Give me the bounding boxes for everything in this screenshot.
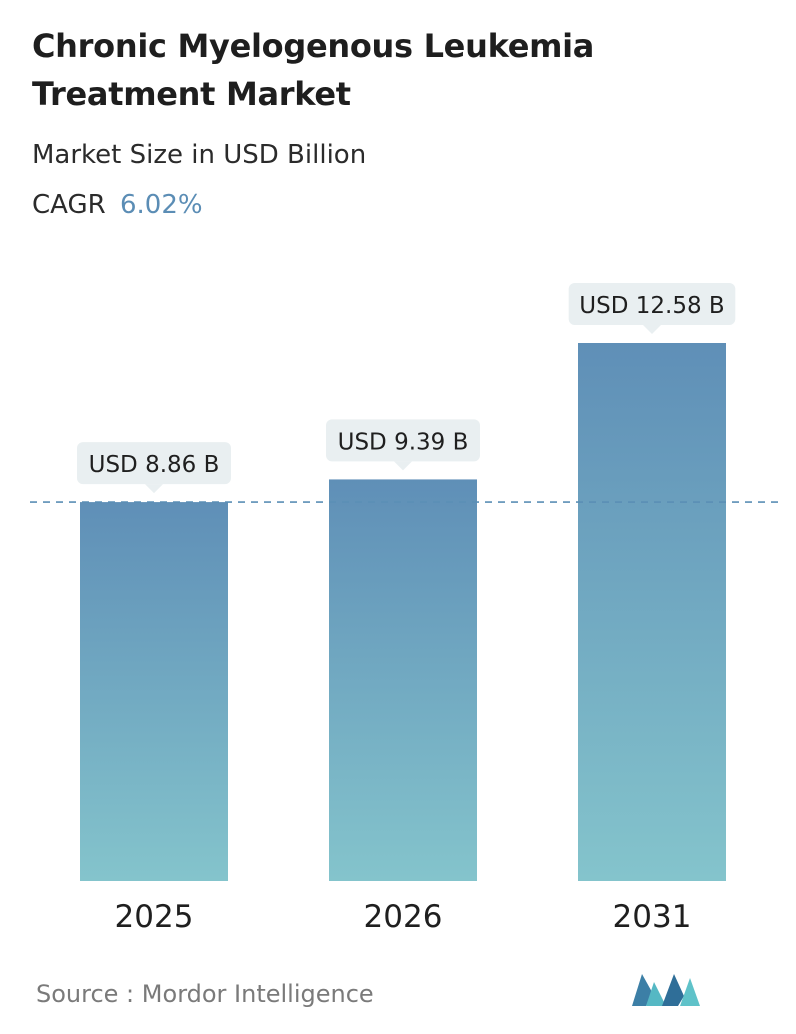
cagr-label: CAGR — [32, 190, 106, 220]
cagr-value: 6.02% — [119, 190, 203, 220]
value-label-box — [77, 442, 231, 485]
chart-subtitle: Market Size in USD Billion — [32, 140, 367, 170]
bar-chart: USD 8.86 B USD 9.39 B USD 12.58 B 2025 2026… — [30, 283, 782, 935]
value-label-box — [326, 419, 480, 462]
source-value: Mordor Intelligence — [141, 980, 374, 1008]
mordor-intelligence-logo-icon — [632, 974, 700, 1006]
bar-2026 — [329, 479, 477, 881]
source-label: Source : — [36, 980, 135, 1008]
x-tick-2025: 2025 — [115, 899, 194, 935]
x-tick-2031: 2031 — [613, 899, 692, 935]
value-label-pointer — [394, 461, 412, 471]
value-label-box — [568, 283, 736, 325]
chart-title: Chronic Myelogenous Leukemia Treatment M… — [32, 27, 595, 113]
value-label-text: USD 9.39 B — [338, 429, 469, 455]
value-label-text: USD 12.58 B — [579, 293, 724, 319]
cagr-line: CAGR 6.02% — [32, 190, 203, 220]
value-label-2026: USD 9.39 B — [326, 419, 480, 471]
bar-2025 — [80, 502, 228, 881]
value-label-pointer — [145, 484, 163, 494]
value-label-text: USD 8.86 B — [89, 452, 220, 478]
value-label-pointer — [643, 325, 661, 334]
value-label-2025: USD 8.86 B — [77, 442, 231, 494]
value-label-2031: USD 12.58 B — [568, 283, 736, 334]
source-note: Source : Mordor Intelligence — [36, 980, 374, 1008]
bar-2031 — [578, 343, 726, 881]
x-tick-2026: 2026 — [364, 899, 443, 935]
